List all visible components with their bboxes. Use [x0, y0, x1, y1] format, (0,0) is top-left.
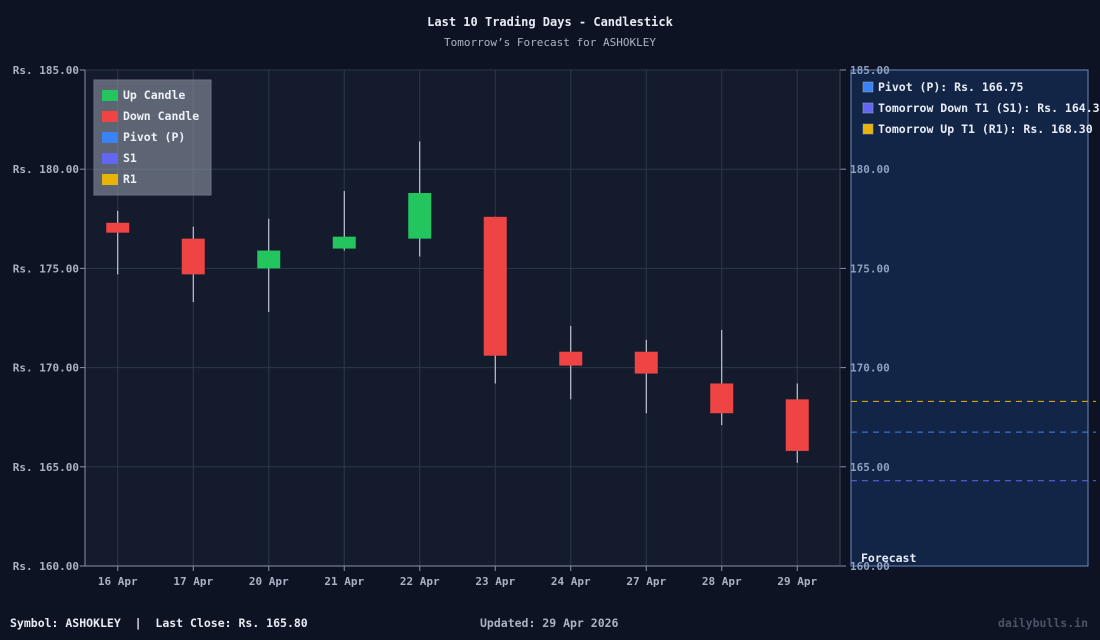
legend-label: R1 [123, 172, 137, 186]
y-tick-label: Rs. 180.00 [13, 163, 79, 176]
legend-label: Pivot (P) [123, 130, 185, 144]
legend-swatch [102, 111, 118, 122]
forecast-legend-swatch [862, 123, 874, 135]
x-tick-label: 29 Apr [777, 575, 817, 588]
forecast-legend-swatch [862, 81, 874, 93]
legend-swatch [102, 153, 118, 164]
candle-up [332, 236, 356, 249]
chart-subtitle: Tomorrow’s Forecast for ASHOKLEY [444, 36, 656, 49]
legend-label: Up Candle [123, 88, 185, 102]
x-tick-label: 17 Apr [173, 575, 213, 588]
y-tick-label: Rs. 185.00 [13, 64, 79, 77]
y-tick-label-right: 160.00 [850, 560, 890, 573]
legend-label: S1 [123, 151, 137, 165]
candle-down [634, 351, 658, 374]
forecast-legend-label: Tomorrow Down T1 (S1): Rs. 164.3 [878, 101, 1100, 115]
legend-label: Down Candle [123, 109, 199, 123]
legend-swatch [102, 174, 118, 185]
y-tick-label: Rs. 160.00 [13, 560, 79, 573]
y-tick-label-right: 175.00 [850, 262, 890, 275]
y-tick-label: Rs. 175.00 [13, 262, 79, 275]
y-tick-label-right: 165.00 [850, 461, 890, 474]
y-tick-label-right: 170.00 [850, 362, 890, 375]
candle-down [710, 383, 734, 414]
candle-down [785, 399, 809, 451]
legend-swatch [102, 90, 118, 101]
chart-title: Last 10 Trading Days - Candlestick [427, 15, 673, 29]
y-tick-label: Rs. 165.00 [13, 461, 79, 474]
x-tick-label: 28 Apr [702, 575, 742, 588]
forecast-legend-label: Pivot (P): Rs. 166.75 [878, 80, 1023, 94]
candle-up [257, 250, 281, 269]
forecast-panel [850, 69, 1089, 567]
y-tick-label-right: 180.00 [850, 163, 890, 176]
footer-symbol-info: Symbol: ASHOKLEY | Last Close: Rs. 165.8… [10, 616, 308, 630]
forecast-legend-label: Tomorrow Up T1 (R1): Rs. 168.30 [878, 122, 1093, 136]
forecast-label: Forecast [861, 551, 916, 565]
legend-swatch [102, 132, 118, 143]
x-tick-label: 23 Apr [475, 575, 515, 588]
y-tick-label: Rs. 170.00 [13, 362, 79, 375]
x-tick-label: 21 Apr [324, 575, 364, 588]
x-tick-label: 20 Apr [249, 575, 289, 588]
forecast-legend-swatch [862, 102, 874, 114]
candle-down [483, 216, 507, 356]
candle-down [106, 222, 130, 233]
footer-watermark: dailybulls.in [997, 616, 1088, 630]
candle-up [408, 193, 432, 239]
candle-down [559, 351, 583, 366]
x-tick-label: 16 Apr [98, 575, 138, 588]
x-tick-label: 27 Apr [626, 575, 666, 588]
footer-updated: Updated: 29 Apr 2026 [480, 616, 619, 630]
candle-down [181, 238, 205, 275]
x-tick-label: 22 Apr [400, 575, 440, 588]
x-tick-label: 24 Apr [551, 575, 591, 588]
y-tick-label-right: 185.00 [850, 64, 890, 77]
